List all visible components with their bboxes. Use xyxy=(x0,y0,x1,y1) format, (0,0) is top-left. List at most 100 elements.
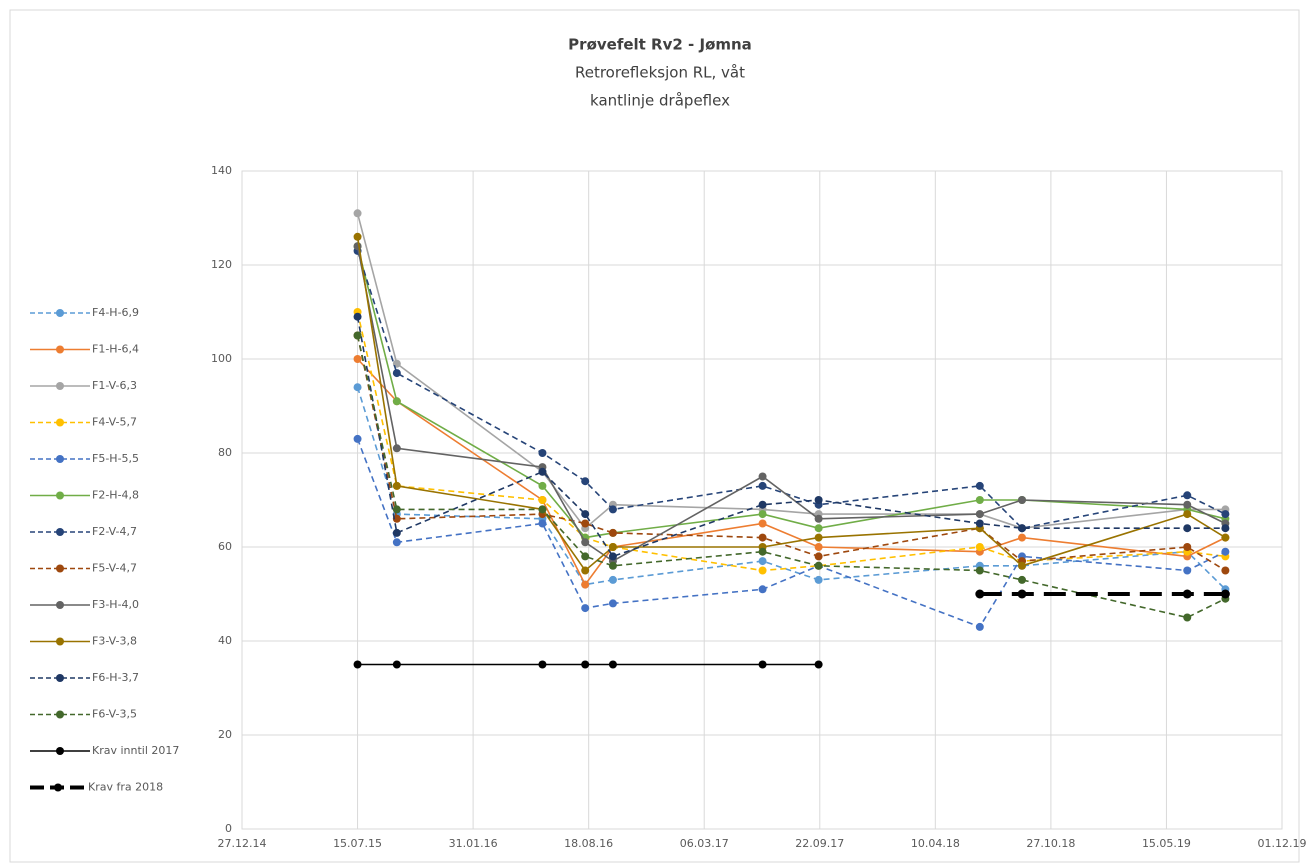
legend-label: F2-V-4,7 xyxy=(92,525,137,538)
data-point xyxy=(758,519,767,528)
data-point xyxy=(353,660,362,669)
data-point xyxy=(392,397,401,406)
data-point xyxy=(975,496,984,504)
data-point xyxy=(975,510,984,519)
chart-subtitle: Retrorefleksjon RL, våt xyxy=(575,64,745,82)
x-tick-label: 06.03.17 xyxy=(680,837,729,850)
data-point xyxy=(538,481,547,490)
legend-label: F6-V-3,5 xyxy=(92,708,137,721)
data-point xyxy=(975,622,984,631)
data-point xyxy=(392,481,401,490)
data-point xyxy=(581,510,590,519)
data-point xyxy=(353,331,362,340)
legend-label: F3-V-3,8 xyxy=(92,635,137,648)
data-point xyxy=(758,660,767,669)
legend-label: F6-H-3,7 xyxy=(92,671,139,684)
data-point xyxy=(814,543,823,551)
data-point xyxy=(758,481,767,490)
data-point xyxy=(1018,561,1026,570)
data-point xyxy=(814,496,823,504)
x-tick-label: 10.04.18 xyxy=(911,837,960,850)
data-point xyxy=(758,566,767,575)
data-point xyxy=(608,561,617,570)
data-point xyxy=(538,449,547,457)
data-point xyxy=(975,481,984,490)
data-point xyxy=(581,538,590,547)
legend-marker xyxy=(56,601,64,609)
legend-marker xyxy=(54,783,62,792)
y-tick-label: 40 xyxy=(218,634,232,647)
data-point xyxy=(1183,566,1192,575)
data-point xyxy=(1183,491,1192,500)
legend-marker xyxy=(56,674,64,682)
data-point xyxy=(814,561,823,570)
data-point xyxy=(1220,589,1230,599)
data-point xyxy=(581,552,590,561)
x-tick-label: 18.08.16 xyxy=(564,837,613,850)
x-tick-label: 31.01.16 xyxy=(449,837,498,850)
data-point xyxy=(538,467,547,476)
data-point xyxy=(353,232,362,241)
data-point xyxy=(814,552,823,561)
y-tick-label: 20 xyxy=(218,728,232,741)
data-point xyxy=(814,524,823,533)
data-point xyxy=(1183,543,1192,551)
legend-marker xyxy=(56,309,64,317)
data-point xyxy=(581,660,590,669)
legend-label: F1-V-6,3 xyxy=(92,379,137,392)
series-line xyxy=(356,316,1226,558)
data-point xyxy=(1183,524,1192,533)
x-tick-label: 15.05.19 xyxy=(1142,837,1191,850)
data-point xyxy=(353,242,362,251)
data-point xyxy=(608,599,617,608)
legend-marker xyxy=(56,382,64,390)
legend-label: F1-H-6,4 xyxy=(92,343,139,356)
legend-marker xyxy=(56,564,64,573)
y-tick-label: 60 xyxy=(218,540,232,553)
data-point xyxy=(1221,510,1230,519)
legend-marker xyxy=(56,637,64,646)
data-point xyxy=(758,585,767,594)
data-point xyxy=(975,519,984,528)
data-point xyxy=(758,557,767,566)
data-point xyxy=(353,355,362,363)
data-point xyxy=(814,514,823,523)
data-point xyxy=(1183,613,1192,622)
data-point xyxy=(758,533,767,542)
data-point xyxy=(581,519,590,528)
data-point xyxy=(608,543,617,551)
data-point xyxy=(353,209,362,218)
legend-marker xyxy=(56,491,64,500)
data-point xyxy=(392,444,401,453)
chart-subtitle: kantlinje dråpeflex xyxy=(590,92,730,110)
data-point xyxy=(608,660,617,669)
data-point xyxy=(1221,524,1230,533)
y-tick-label: 80 xyxy=(218,446,232,459)
data-point xyxy=(1182,589,1192,599)
data-point xyxy=(353,434,362,443)
data-point xyxy=(392,369,401,378)
data-point xyxy=(392,505,401,514)
data-point xyxy=(1018,533,1026,542)
chart-title: Prøvefelt Rv2 - Jømna xyxy=(568,36,752,54)
x-tick-label: 22.09.17 xyxy=(795,837,844,850)
data-point xyxy=(758,510,767,519)
data-point xyxy=(1183,500,1192,509)
legend-label: F2-H-4,8 xyxy=(92,489,139,502)
data-point xyxy=(1221,566,1230,575)
data-point xyxy=(1018,575,1026,584)
legend-marker xyxy=(56,747,64,755)
data-point xyxy=(581,566,590,575)
legend-marker xyxy=(56,455,64,463)
legend-label: F4-V-5,7 xyxy=(92,416,137,429)
data-point xyxy=(1017,589,1027,599)
x-tick-label: 15.07.15 xyxy=(333,837,382,850)
data-point xyxy=(392,514,401,523)
y-tick-label: 120 xyxy=(211,258,232,271)
y-tick-label: 140 xyxy=(211,164,232,177)
data-point xyxy=(538,496,547,504)
data-point xyxy=(538,660,547,669)
data-point xyxy=(1221,547,1230,556)
data-point xyxy=(392,538,401,547)
